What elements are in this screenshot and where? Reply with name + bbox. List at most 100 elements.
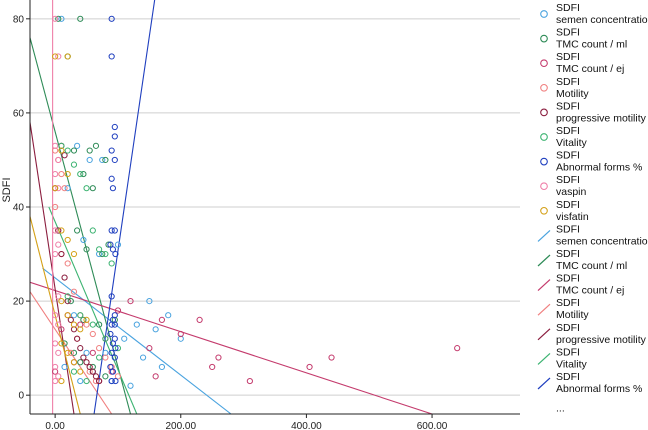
- legend-label: TMC count / ml: [556, 39, 627, 51]
- x-tick-label: 600.00: [417, 421, 448, 430]
- data-point: [64, 53, 71, 60]
- data-point: [99, 156, 106, 164]
- legend-prefix: SDFI: [556, 297, 580, 309]
- data-point: [177, 330, 184, 338]
- data-point: [108, 260, 115, 267]
- data-point: [108, 293, 115, 300]
- legend-marker: [540, 206, 548, 215]
- legend-label: TMC count / ej: [556, 285, 624, 297]
- data-point: [114, 345, 122, 352]
- data-point: [83, 316, 90, 324]
- data-point: [61, 152, 68, 159]
- data-point: [209, 363, 216, 371]
- legend-marker: [540, 34, 548, 43]
- legend-label: Motility: [556, 88, 589, 100]
- data-point: [55, 227, 62, 234]
- data-point: [70, 321, 78, 328]
- legend-label: Vitality: [556, 137, 587, 149]
- legend-line-marker: [537, 352, 551, 365]
- legend-label: visfatin: [556, 211, 589, 223]
- data-point: [77, 312, 84, 319]
- data-point: [92, 373, 100, 380]
- data-point: [52, 203, 59, 211]
- legend-label: progressive motility: [556, 334, 647, 346]
- data-point: [152, 373, 159, 380]
- data-point: [108, 377, 115, 385]
- data-point: [102, 373, 109, 380]
- data-point: [80, 316, 87, 324]
- data-point: [146, 345, 153, 352]
- data-point: [52, 363, 59, 371]
- data-point: [112, 345, 119, 352]
- data-point: [108, 227, 115, 234]
- legend-prefix: SDFI: [556, 346, 580, 358]
- legend-line-marker: [537, 377, 551, 390]
- data-point: [112, 377, 119, 385]
- data-point: [108, 15, 115, 22]
- data-point: [70, 349, 78, 356]
- fit-line: [30, 216, 81, 414]
- data-point: [89, 227, 96, 234]
- data-point: [96, 246, 103, 253]
- data-point: [70, 147, 78, 154]
- data-point: [86, 363, 93, 371]
- data-point: [89, 368, 96, 375]
- data-point: [96, 354, 103, 361]
- fit-line: [30, 122, 75, 414]
- legend-marker: [540, 59, 548, 68]
- data-point: [70, 288, 78, 295]
- data-point: [152, 326, 159, 333]
- data-point: [108, 53, 115, 60]
- data-point: [80, 354, 87, 361]
- data-point: [111, 354, 118, 361]
- legend-prefix: SDFI: [556, 27, 580, 39]
- data-point: [77, 345, 84, 352]
- data-point: [70, 250, 78, 258]
- data-point: [108, 147, 115, 154]
- fit-lines: [30, 0, 433, 414]
- data-point: [77, 15, 84, 22]
- data-point: [127, 382, 134, 389]
- data-point: [74, 335, 81, 342]
- data-point: [102, 250, 109, 258]
- fit-line: [30, 291, 113, 414]
- x-tick-label: 200.00: [165, 421, 196, 430]
- data-point: [58, 15, 65, 22]
- data-point: [83, 377, 90, 385]
- data-point: [196, 316, 203, 324]
- data-point: [58, 250, 65, 258]
- data-point: [55, 15, 62, 22]
- data-point: [61, 274, 68, 281]
- data-point: [77, 170, 84, 178]
- data-point: [52, 312, 59, 319]
- data-point: [109, 185, 117, 192]
- data-point: [158, 363, 166, 371]
- data-point: [121, 335, 128, 342]
- data-point: [61, 340, 68, 347]
- data-point: [64, 236, 71, 244]
- y-tick-label: 60: [13, 108, 25, 119]
- data-point: [109, 316, 117, 324]
- data-point: [55, 321, 62, 328]
- x-tick-label: 0.00: [45, 421, 65, 430]
- legend-prefix: SDFI: [556, 273, 580, 285]
- data-point: [112, 250, 119, 258]
- data-point: [454, 345, 461, 352]
- data-point: [133, 321, 140, 328]
- data-point: [111, 156, 118, 164]
- data-point: [55, 53, 62, 60]
- data-point: [55, 241, 62, 248]
- data-point: [107, 330, 114, 338]
- data-point: [58, 297, 65, 305]
- data-points: [52, 15, 461, 389]
- data-point: [111, 133, 118, 140]
- data-point: [58, 147, 65, 154]
- data-point: [77, 326, 84, 333]
- legend-prefix: SDFI: [556, 371, 580, 383]
- y-tick-label: 40: [13, 203, 25, 214]
- data-point: [89, 330, 96, 338]
- legend-label: semen concentration: [556, 235, 648, 247]
- legend-prefix: SDFI: [556, 51, 580, 63]
- data-point: [67, 316, 74, 324]
